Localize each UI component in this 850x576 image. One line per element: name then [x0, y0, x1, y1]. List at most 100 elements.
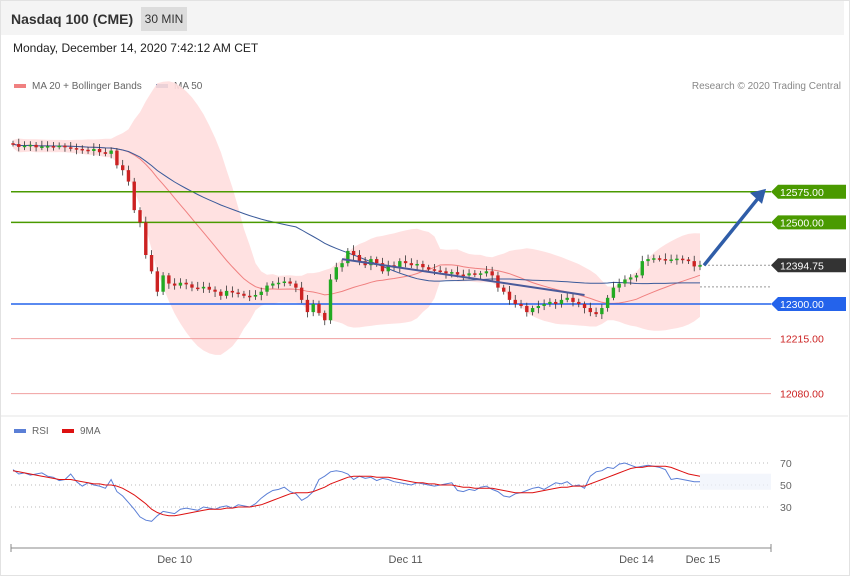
candle-body	[450, 272, 454, 274]
candle-body	[444, 271, 448, 274]
candle-body	[28, 144, 33, 147]
candle-body	[461, 274, 466, 277]
candle-body	[646, 259, 650, 262]
level-12394.75: 12394.75	[700, 258, 846, 273]
candle-body	[542, 303, 546, 306]
candle-body	[253, 294, 258, 297]
candle-body	[294, 283, 298, 288]
forecast-arrow-icon	[702, 194, 762, 267]
candle-body	[421, 263, 425, 268]
level-tag	[771, 184, 846, 199]
candle-body	[299, 287, 304, 300]
candle-body	[536, 305, 541, 309]
candle-body	[265, 285, 269, 292]
candle-body	[282, 281, 287, 284]
candle-body	[669, 259, 673, 261]
level-12080.00: 12080.00	[11, 389, 824, 401]
candle-body	[467, 273, 471, 276]
candle-body	[207, 286, 211, 290]
candle-body	[242, 293, 246, 296]
candle-body	[115, 150, 119, 166]
candle-body	[184, 282, 188, 285]
candle-body	[386, 265, 390, 272]
candle-body	[230, 290, 235, 293]
candle-body	[247, 295, 252, 298]
rsi-level-label: 70	[780, 458, 792, 470]
candle-body	[311, 303, 315, 313]
candle-body	[172, 283, 177, 286]
timeframe-button[interactable]: 30 MIN	[141, 7, 187, 31]
candle-body	[455, 272, 460, 275]
candle-body	[219, 291, 223, 296]
candle-body	[305, 299, 310, 313]
candle-body	[17, 144, 21, 147]
candle-body	[40, 146, 44, 148]
candle-body	[51, 146, 56, 148]
candle-body	[57, 145, 61, 148]
candle-body	[120, 165, 125, 171]
candle-body	[582, 303, 587, 309]
candle-body	[426, 267, 431, 270]
candle-body	[530, 308, 535, 313]
candle-body	[369, 259, 373, 266]
candle-body	[236, 292, 240, 295]
candle-body	[409, 263, 414, 266]
candle-body	[571, 297, 575, 302]
candle-body	[680, 258, 685, 261]
candle-body	[276, 282, 281, 285]
level-label: 12394.75	[780, 260, 824, 272]
candle-body	[398, 261, 402, 268]
candle-body	[548, 301, 552, 304]
candle-body	[698, 265, 702, 267]
candle-body	[224, 290, 229, 296]
candle-body	[375, 259, 379, 264]
candle-body	[328, 279, 333, 321]
trendline	[341, 258, 585, 296]
rsi-ma-label: 9MA	[80, 426, 101, 437]
candle-body	[132, 181, 136, 211]
candle-body	[577, 301, 581, 304]
candle-body	[502, 287, 506, 292]
ma50-line	[12, 143, 700, 285]
candle-body	[34, 144, 38, 148]
candle-body	[11, 143, 15, 145]
rsi-label: RSI	[32, 426, 49, 437]
level-label: 12300.00	[780, 299, 824, 311]
candle-body	[259, 291, 263, 295]
candle-body	[103, 152, 108, 154]
level-12215.00: 12215.00	[11, 334, 824, 346]
candle-body	[126, 170, 131, 182]
candle-body	[663, 259, 668, 261]
legend-ma20: MA 20 + Bollinger Bands	[14, 81, 142, 92]
candle-body	[340, 263, 344, 268]
arrow-head-icon	[750, 188, 766, 204]
timestamp: Monday, December 14, 2020 7:42:12 AM CET	[13, 41, 259, 55]
candle-body	[553, 301, 558, 304]
candle-body	[484, 271, 489, 274]
candle-body	[403, 261, 408, 264]
candle-body	[190, 284, 194, 288]
candle-body	[490, 271, 494, 276]
candle-body	[634, 275, 639, 278]
candle-body	[196, 287, 200, 290]
candle-body	[652, 258, 656, 260]
candle-body	[357, 255, 362, 262]
candle-body	[600, 308, 604, 315]
level-label: 12500.00	[780, 217, 824, 229]
candle-body	[167, 275, 171, 284]
candle-body	[334, 267, 338, 280]
candle-body	[149, 255, 154, 272]
candle-body	[86, 149, 90, 152]
rsi-ma-swatch-icon	[62, 429, 74, 434]
level-12500.00: 12500.00	[11, 215, 846, 230]
candle-body	[432, 269, 437, 271]
ma50-label: MA 50	[174, 81, 203, 92]
candle-body	[525, 305, 529, 313]
rsi-projection-band	[700, 473, 771, 490]
candle-body	[63, 145, 67, 148]
x-tick-label: Dec 10	[157, 554, 192, 566]
candle-body	[617, 283, 621, 288]
candle-body	[657, 258, 662, 260]
candle-body	[675, 258, 679, 261]
